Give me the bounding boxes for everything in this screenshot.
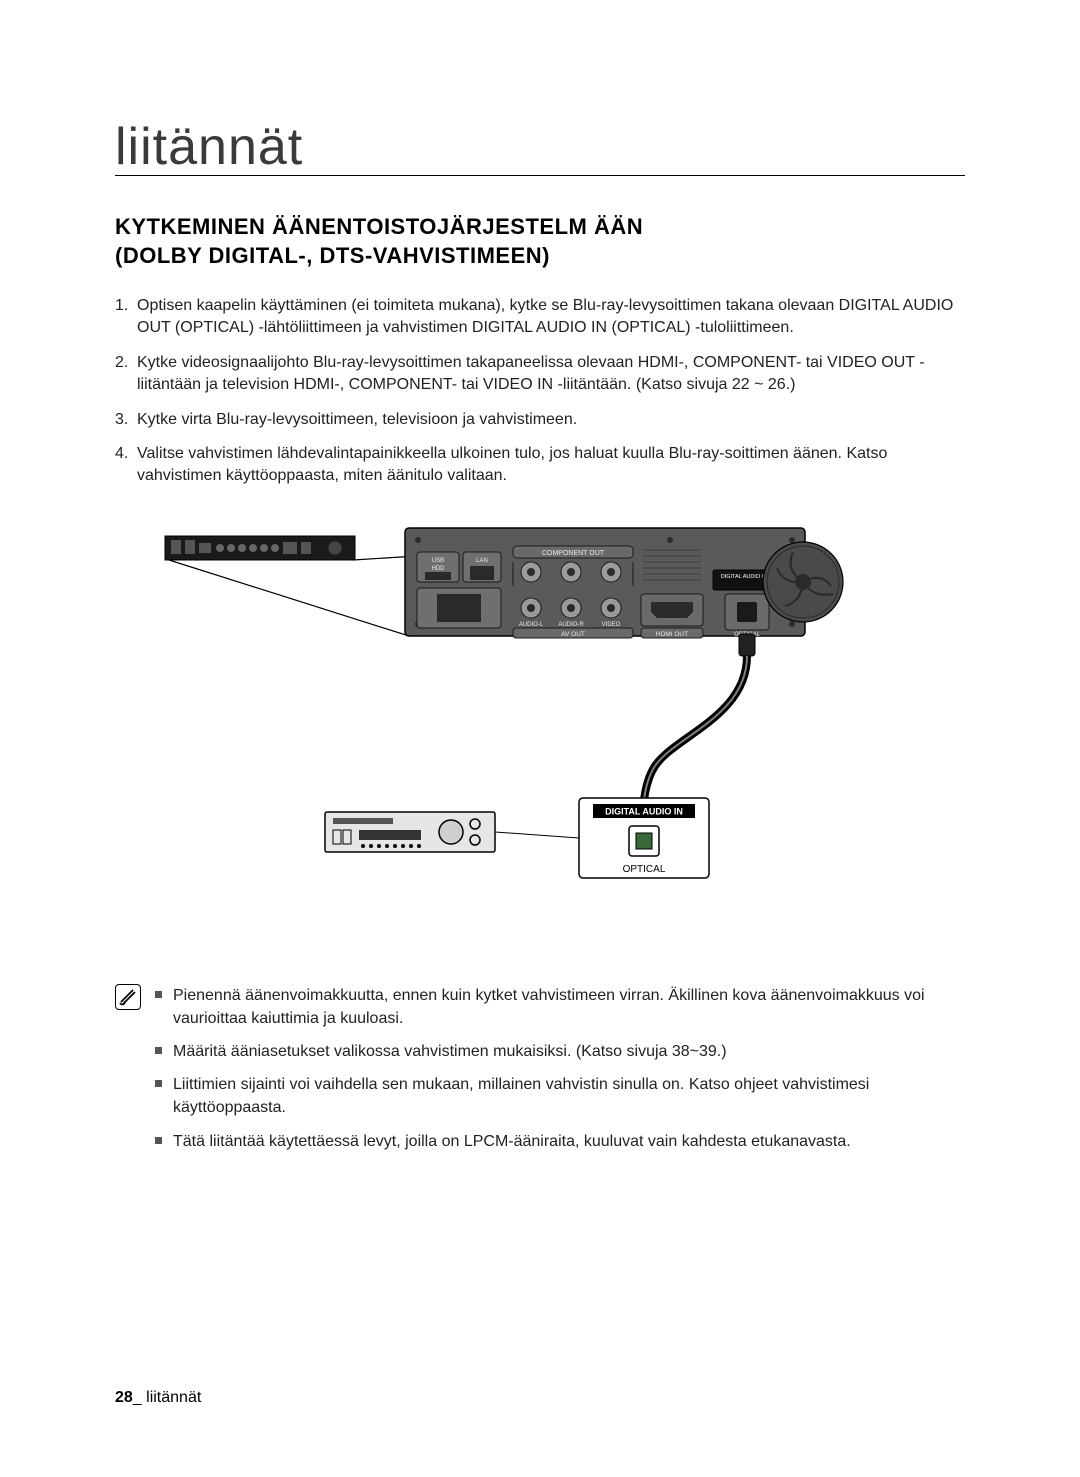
page-footer: 28_ liitännät bbox=[115, 1389, 201, 1407]
steps-list: Optisen kaapelin käyttäminen (ei toimite… bbox=[115, 295, 965, 488]
subsection-title: KYTKEMINEN ÄÄNENTOISTOJÄRJESTELM ÄÄN (DO… bbox=[115, 212, 965, 271]
hdd-label: HDD bbox=[432, 566, 446, 572]
step-item: Kytke virta Blu-ray-levysoittimeen, tele… bbox=[115, 409, 965, 431]
subsection-title-line2: (DOLBY DIGITAL-, DTS-VAHVISTIMEEN) bbox=[115, 243, 550, 268]
video-label: VIDEO bbox=[602, 622, 621, 628]
note-item: Pienennä äänenvoimakkuutta, ennen kuin k… bbox=[155, 984, 965, 1030]
optical-label: OPTICAL bbox=[623, 864, 666, 875]
rear-panel-enlarged: USB HDD LAN COMPONENT OUT bbox=[405, 528, 805, 638]
page-number: 28 bbox=[115, 1389, 133, 1406]
notes-list: Pienennä äänenvoimakkuutta, ennen kuin k… bbox=[155, 984, 965, 1163]
footer-label: liitännät bbox=[146, 1389, 201, 1406]
lan-label: LAN bbox=[476, 558, 488, 564]
audio-l-label: AUDIO-L bbox=[519, 622, 544, 628]
av-out-label: AV OUT bbox=[561, 631, 585, 638]
audio-r-label: AUDIO-R bbox=[558, 622, 584, 628]
hdmi-out-label: HDMI OUT bbox=[656, 631, 688, 638]
step-item: Valitse vahvistimen lähdevalintapainikke… bbox=[115, 443, 965, 488]
digital-audio-in-label: DIGITAL AUDIO IN bbox=[605, 806, 683, 816]
note-item: Liittimien sijainti voi vaihdella sen mu… bbox=[155, 1073, 965, 1119]
component-out-label: COMPONENT OUT bbox=[542, 550, 605, 557]
usb-label: USB bbox=[432, 558, 444, 564]
digital-audio-in-box: DIGITAL AUDIO IN OPTICAL bbox=[579, 798, 709, 878]
connection-diagram: USB HDD LAN COMPONENT OUT bbox=[115, 516, 965, 956]
step-item: Kytke videosignaalijohto Blu-ray-levysoi… bbox=[115, 352, 965, 397]
step-item: Optisen kaapelin käyttäminen (ei toimite… bbox=[115, 295, 965, 340]
note-block: Pienennä äänenvoimakkuutta, ennen kuin k… bbox=[115, 984, 965, 1163]
leader-line bbox=[169, 560, 409, 636]
amplifier bbox=[325, 812, 495, 852]
leader-line bbox=[495, 832, 579, 838]
diagram-svg: USB HDD LAN COMPONENT OUT bbox=[115, 516, 965, 956]
player-rear-small bbox=[165, 536, 355, 560]
note-item: Tätä liitäntää käytettäessä levyt, joill… bbox=[155, 1130, 965, 1153]
note-item: Määritä ääniasetukset valikossa vahvisti… bbox=[155, 1040, 965, 1063]
fan bbox=[763, 542, 843, 622]
subsection-title-line1: KYTKEMINEN ÄÄNENTOISTOJÄRJESTELM ÄÄN bbox=[115, 214, 643, 239]
note-icon bbox=[115, 984, 141, 1010]
section-title: liitännät bbox=[115, 120, 965, 176]
